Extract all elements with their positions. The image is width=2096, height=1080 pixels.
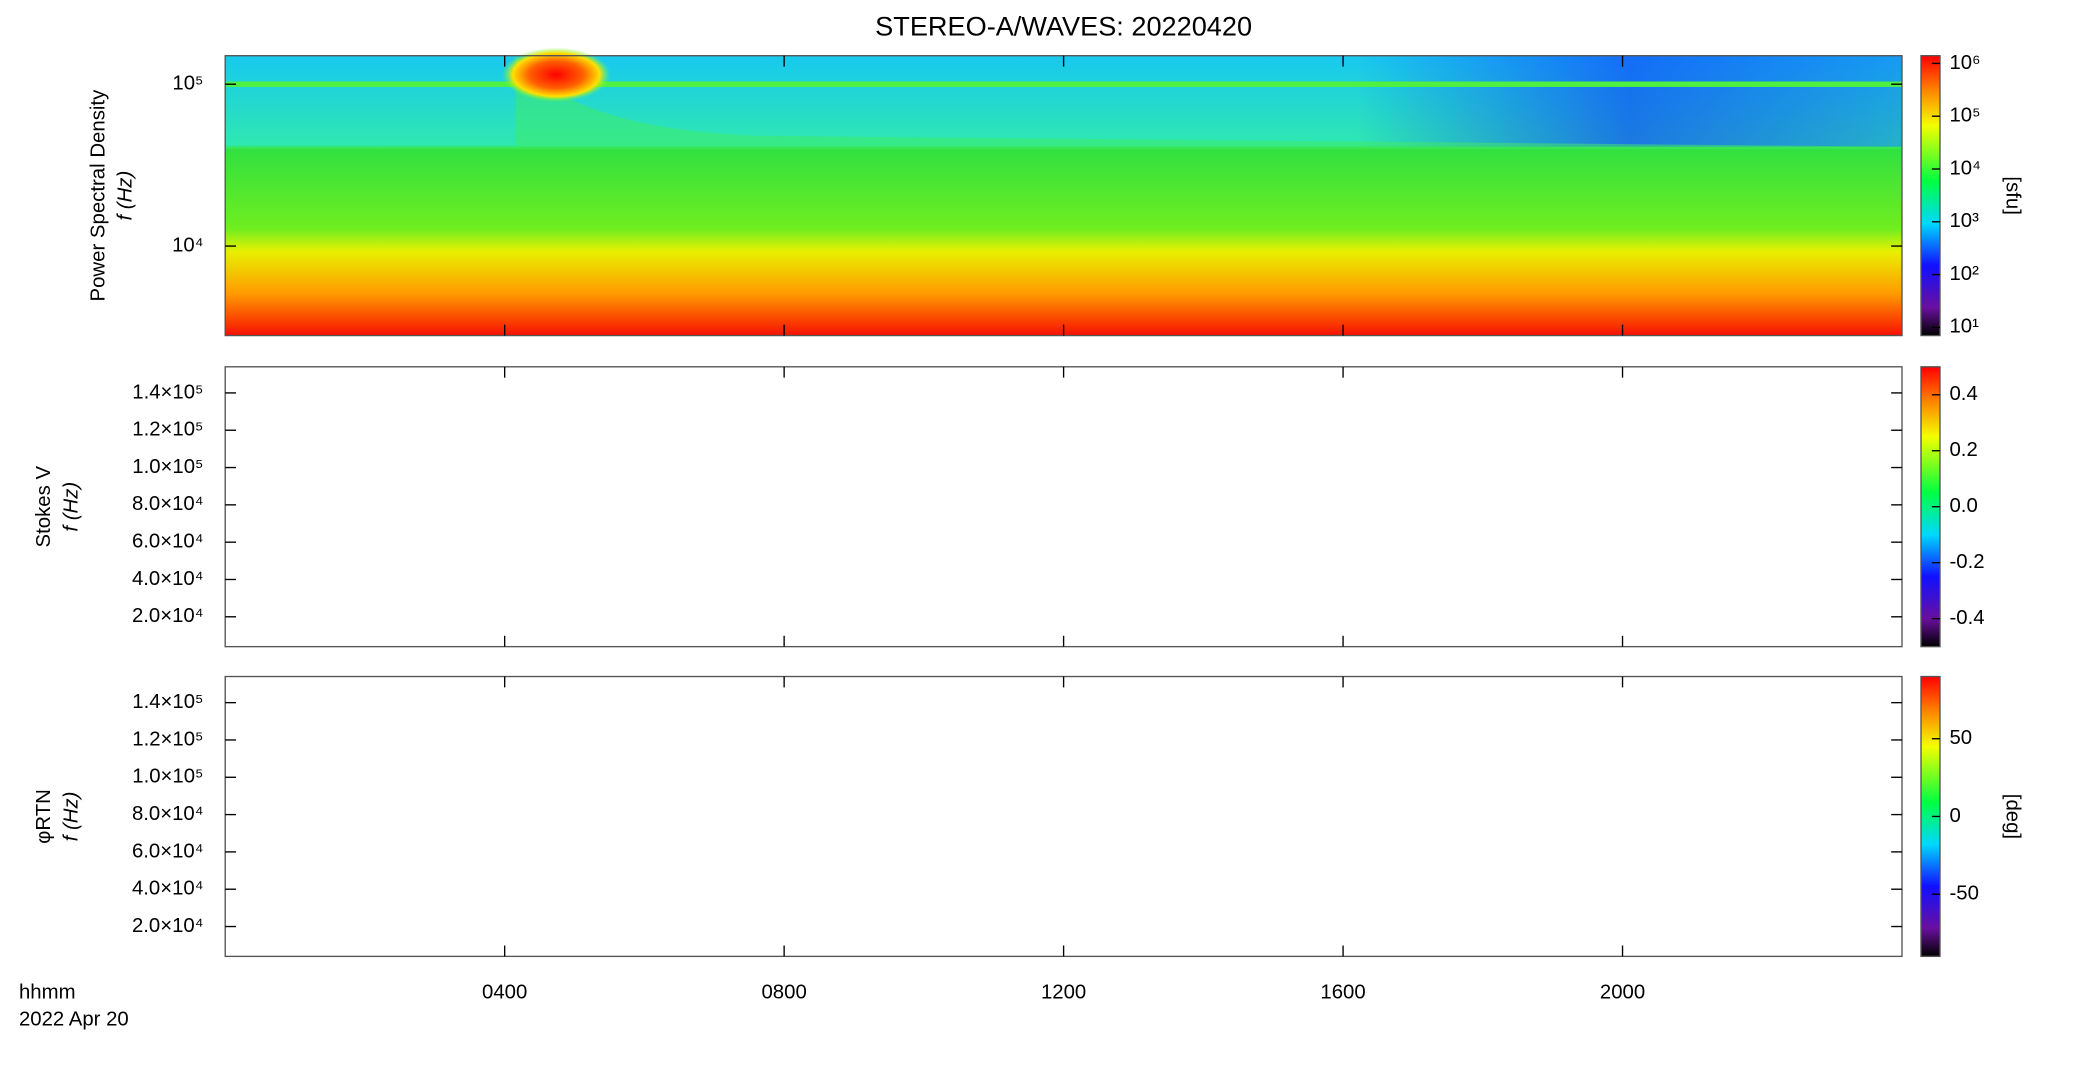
y-tick-label: 4.0×10⁴: [132, 568, 204, 590]
y-axis-label: f (Hz): [60, 482, 82, 532]
plot-frame: [224, 366, 1903, 648]
y-tick-label: 2.0×10⁴: [132, 915, 204, 937]
colorbar-tick-label: -0.4: [1949, 607, 1984, 629]
colorbar-tick-label: -0.2: [1949, 551, 1984, 573]
colorbar-tick-label: 10⁵: [1949, 105, 1980, 127]
burst-tail: [225, 55, 1903, 150]
y-tick-label: 1.2×10⁵: [132, 419, 203, 441]
colorbar-tick-label: -50: [1949, 883, 1978, 905]
y-axis-label: Power Spectral Density: [87, 89, 109, 302]
y-axis-label: φRTN: [33, 789, 55, 844]
colorbar: [1920, 55, 1941, 337]
y-tick-label: 4.0×10⁴: [132, 878, 204, 900]
y-tick-label: 8.0×10⁴: [132, 803, 204, 825]
x-axis-label: hhmm: [19, 981, 76, 1003]
colorbar-tick-label: 10³: [1949, 210, 1979, 232]
colorbar-tick-label: 10¹: [1949, 316, 1979, 338]
y-tick-label: 1.0×10⁵: [132, 456, 203, 478]
y-axis-label: f (Hz): [115, 171, 137, 221]
colorbar-tick-label: 0.2: [1949, 439, 1977, 461]
low-intensity-region: [1356, 55, 1903, 147]
y-axis-label: f (Hz): [60, 792, 82, 842]
date-label: 2022 Apr 20: [19, 1009, 129, 1031]
y-tick-label: 1.2×10⁵: [132, 728, 203, 750]
colorbar-tick-label: 10⁶: [1949, 52, 1980, 74]
y-tick-label: 8.0×10⁴: [132, 493, 204, 515]
x-tick-label: 1600: [1320, 981, 1365, 1003]
y-tick-label: 1.0×10⁵: [132, 766, 203, 788]
axes: 10⁴ 10⁵ Power Spectral Density f (Hz) 10¹ 10²…: [19, 52, 2024, 1031]
x-tick-label: 0400: [482, 981, 527, 1003]
y-tick-label: 10⁴: [172, 234, 203, 256]
colorbar-tick-label: 50: [1949, 727, 1972, 749]
y-tick-label: 1.4×10⁵: [132, 381, 203, 403]
radio-burst: [501, 47, 611, 102]
y-tick-label: 2.0×10⁴: [132, 605, 204, 627]
colorbar-tick-label: 0: [1949, 805, 1960, 827]
colorbar-tick-label: 0.4: [1949, 383, 1977, 405]
band-line: [225, 81, 1903, 87]
colorbar-label: [sfu]: [2002, 176, 2024, 215]
colorbar-tick-label: 10²: [1949, 263, 1979, 285]
plot-frame: [224, 675, 1903, 958]
y-axis-label: Stokes V: [33, 466, 55, 548]
colorbar-tick-label: 10⁴: [1949, 157, 1980, 179]
y-tick-label: 6.0×10⁴: [132, 531, 204, 553]
spectrogram-image: [225, 47, 1903, 336]
title: STEREO-A/WAVES: 20220420: [875, 11, 1252, 42]
colorbar-label: [deg]: [2002, 794, 2024, 839]
y-tick-label: 6.0×10⁴: [132, 840, 204, 862]
x-tick-label: 2000: [1600, 981, 1645, 1003]
y-tick-label: 1.4×10⁵: [132, 691, 203, 713]
colorbar-tick-label: 0.0: [1949, 495, 1977, 517]
x-tick-label: 1200: [1041, 981, 1086, 1003]
y-tick-label: 10⁵: [172, 73, 203, 95]
x-tick-label: 0800: [762, 981, 807, 1003]
